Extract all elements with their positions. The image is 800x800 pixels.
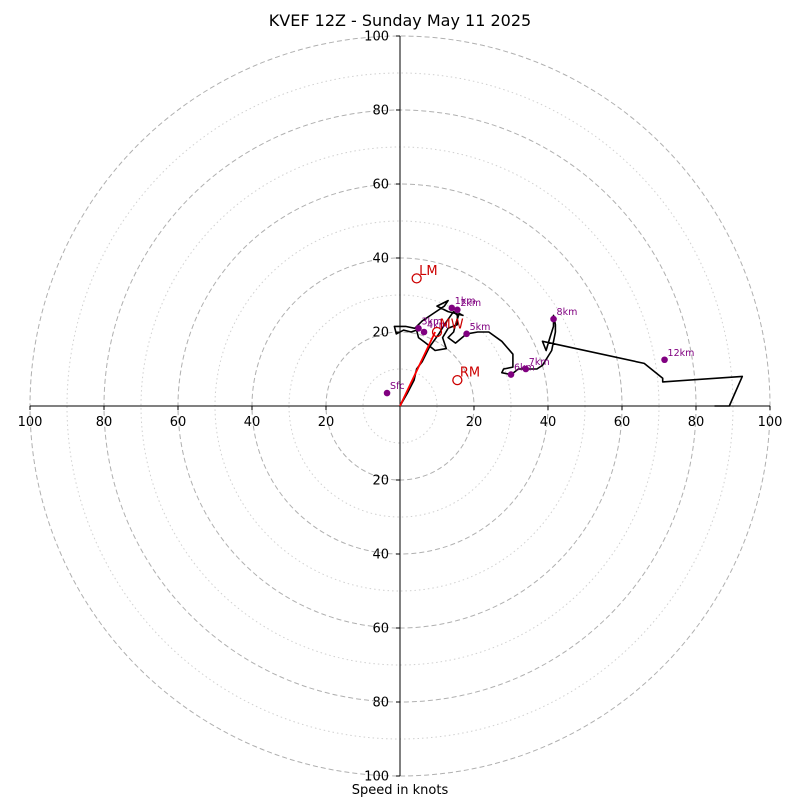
height-label-4km: 4km [427, 320, 448, 331]
storm-motion-markers: LM MW RM [411, 264, 480, 386]
height-marker-4km [420, 328, 428, 336]
x-tick-label: 40 [244, 415, 261, 430]
y-tick-label: 100 [364, 770, 389, 785]
x-tick-label: 100 [18, 415, 43, 430]
height-marker-8km [550, 315, 557, 323]
x-tick-label: 60 [614, 415, 631, 430]
height-marker-7km [522, 365, 530, 373]
height-marker-2km [454, 306, 461, 314]
chart-title: KVEF 12Z - Sunday May 11 2025 [268, 11, 532, 30]
motion-label-MW: MW [440, 318, 464, 333]
mean-wind-vector-group [399, 331, 436, 407]
x-tick-label: 20 [466, 415, 483, 430]
height-label-2km: 2km [460, 298, 481, 309]
height-marker-1km [448, 304, 456, 312]
height-marker-6km [507, 371, 515, 378]
y-tick-label: 100 [364, 30, 389, 45]
height-label-7km: 7km [529, 357, 550, 368]
y-tick-label: 20 [372, 326, 389, 341]
height-marker-5km [463, 330, 470, 338]
y-tick-label: 60 [372, 178, 389, 193]
x-tick-label: 20 [318, 415, 335, 430]
tick-labels: 100 80 60 40 20 20 40 60 80 100 100 80 60 40 20 20 40 60 8… [18, 30, 783, 785]
x-tick-label: 80 [688, 415, 705, 430]
x-axis-label: Speed in knots [351, 783, 449, 798]
motion-marker-MW [431, 326, 443, 338]
x-tick-label: 40 [540, 415, 557, 430]
y-tick-label: 40 [372, 252, 389, 267]
height-label-1km: 1km [455, 296, 476, 307]
x-tick-label: 100 [758, 415, 783, 430]
x-tick-label: 80 [96, 415, 113, 430]
y-tick-label: 40 [372, 548, 389, 563]
x-tick-label: 60 [170, 415, 187, 430]
height-label-12km: 12km [668, 348, 695, 359]
motion-marker-RM [452, 374, 463, 386]
y-tick-label: 80 [372, 696, 389, 711]
height-label-3km: 3km [422, 316, 443, 327]
y-tick-label: 60 [372, 622, 389, 637]
height-markers: Sfc1km2km3km4km5km6km7km8km12km [383, 296, 695, 397]
height-marker-12km [661, 356, 668, 364]
mean-wind-vector [399, 331, 436, 407]
height-marker-Sfc [383, 389, 391, 397]
motion-label-RM: RM [460, 366, 480, 381]
y-tick-label: 80 [372, 104, 389, 119]
height-label-8km: 8km [557, 307, 578, 318]
height-label-Sfc: Sfc [390, 381, 405, 392]
motion-label-LM: LM [419, 264, 437, 279]
height-marker-3km [415, 325, 422, 332]
y-tick-label: 20 [372, 474, 389, 489]
height-label-5km: 5km [470, 322, 491, 333]
motion-marker-LM [411, 273, 422, 284]
